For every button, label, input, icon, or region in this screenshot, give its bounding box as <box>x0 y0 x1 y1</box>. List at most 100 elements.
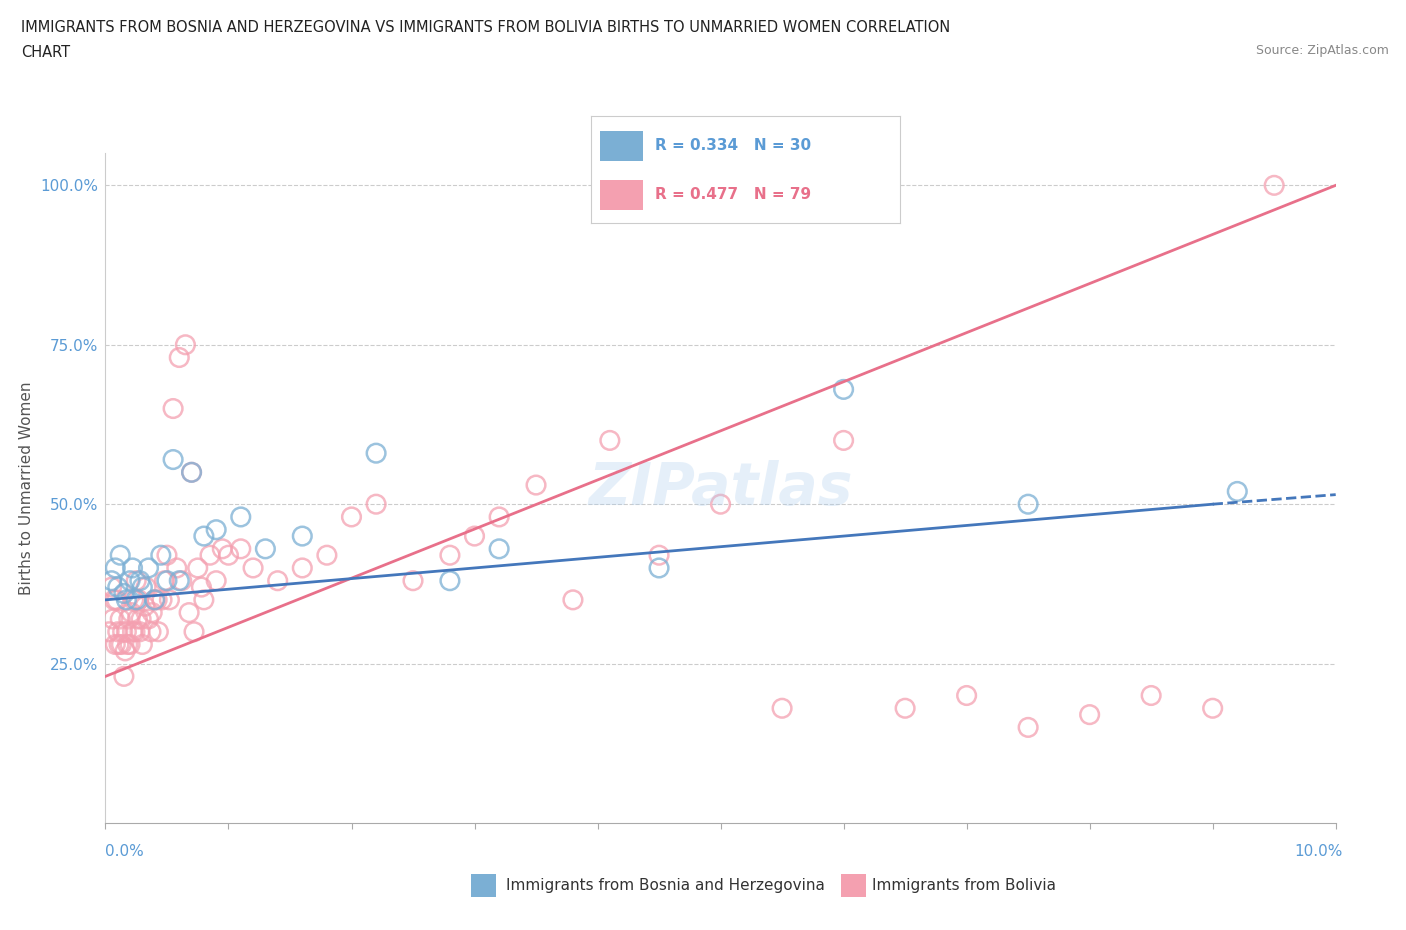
Point <box>187 561 209 576</box>
Bar <box>600 131 643 161</box>
Point <box>180 465 202 480</box>
Point <box>316 548 339 563</box>
Point <box>193 528 215 543</box>
Point <box>291 561 314 576</box>
Point <box>488 510 510 525</box>
Point <box>366 497 388 512</box>
Point <box>129 573 152 588</box>
Point <box>121 561 143 576</box>
Point <box>128 592 150 607</box>
Point <box>180 465 202 480</box>
Point <box>179 605 201 620</box>
Point <box>190 579 212 594</box>
Point <box>153 573 176 588</box>
Point <box>156 548 179 563</box>
Point <box>174 338 197 352</box>
Point <box>267 573 290 588</box>
Point <box>198 548 221 563</box>
Y-axis label: Births to Unmarried Women: Births to Unmarried Women <box>18 381 34 595</box>
Point <box>148 624 170 639</box>
Point <box>103 592 125 607</box>
Point <box>98 624 121 639</box>
Point <box>141 605 163 620</box>
Text: CHART: CHART <box>21 45 70 60</box>
Point <box>118 612 141 627</box>
Point <box>1078 707 1101 722</box>
Point <box>562 592 585 607</box>
Text: R = 0.334   N = 30: R = 0.334 N = 30 <box>655 138 811 153</box>
Point <box>1140 688 1163 703</box>
Point <box>648 548 671 563</box>
Point <box>134 599 156 614</box>
Point <box>146 592 169 607</box>
Point <box>125 592 148 607</box>
Point <box>340 510 363 525</box>
Point <box>229 510 252 525</box>
Point <box>112 669 135 684</box>
Point <box>107 579 129 594</box>
Point <box>439 548 461 563</box>
Point <box>211 541 233 556</box>
Point <box>110 637 132 652</box>
Point <box>956 688 979 703</box>
Point <box>107 624 129 639</box>
Point <box>254 541 277 556</box>
Point <box>121 624 143 639</box>
Point <box>127 612 149 627</box>
Point <box>138 612 160 627</box>
Point <box>104 561 127 576</box>
Point <box>170 573 193 588</box>
Point <box>115 592 138 607</box>
Point <box>169 573 191 588</box>
Text: Immigrants from Bolivia: Immigrants from Bolivia <box>872 878 1056 893</box>
Point <box>710 497 733 512</box>
Point <box>291 528 314 543</box>
Text: 0.0%: 0.0% <box>105 844 145 859</box>
Point <box>366 445 388 460</box>
Point <box>100 579 122 594</box>
Text: 10.0%: 10.0% <box>1295 844 1343 859</box>
Text: ZIPatlas: ZIPatlas <box>588 459 853 517</box>
Point <box>114 644 136 658</box>
Point <box>124 624 146 639</box>
Point <box>162 452 184 467</box>
Point <box>218 548 240 563</box>
Point <box>1263 178 1285 193</box>
Point <box>193 592 215 607</box>
Point <box>150 592 173 607</box>
Point <box>111 624 134 639</box>
Point <box>143 592 166 607</box>
Text: R = 0.477   N = 79: R = 0.477 N = 79 <box>655 187 811 202</box>
Point <box>120 637 141 652</box>
Point <box>162 401 184 416</box>
Point <box>1017 497 1039 512</box>
Bar <box>600 180 643 210</box>
Point <box>131 637 153 652</box>
Point <box>229 541 252 556</box>
Point <box>439 573 461 588</box>
Point <box>205 573 228 588</box>
Point <box>115 624 138 639</box>
Point <box>183 624 205 639</box>
Point <box>156 573 179 588</box>
Point <box>648 561 671 576</box>
Point <box>488 541 510 556</box>
Point <box>464 528 486 543</box>
Point <box>166 561 188 576</box>
Point <box>832 433 855 448</box>
Point <box>131 579 153 594</box>
Text: Immigrants from Bosnia and Herzegovina: Immigrants from Bosnia and Herzegovina <box>506 878 825 893</box>
Point <box>110 548 132 563</box>
Point <box>138 561 160 576</box>
Point <box>1226 484 1249 498</box>
Point <box>120 605 142 620</box>
Point <box>143 592 166 607</box>
Text: Source: ZipAtlas.com: Source: ZipAtlas.com <box>1256 44 1389 57</box>
Point <box>149 548 172 563</box>
Point <box>599 433 621 448</box>
Point <box>524 478 547 493</box>
Point <box>108 637 131 652</box>
Point <box>1202 701 1225 716</box>
Point <box>129 624 152 639</box>
Point <box>770 701 793 716</box>
